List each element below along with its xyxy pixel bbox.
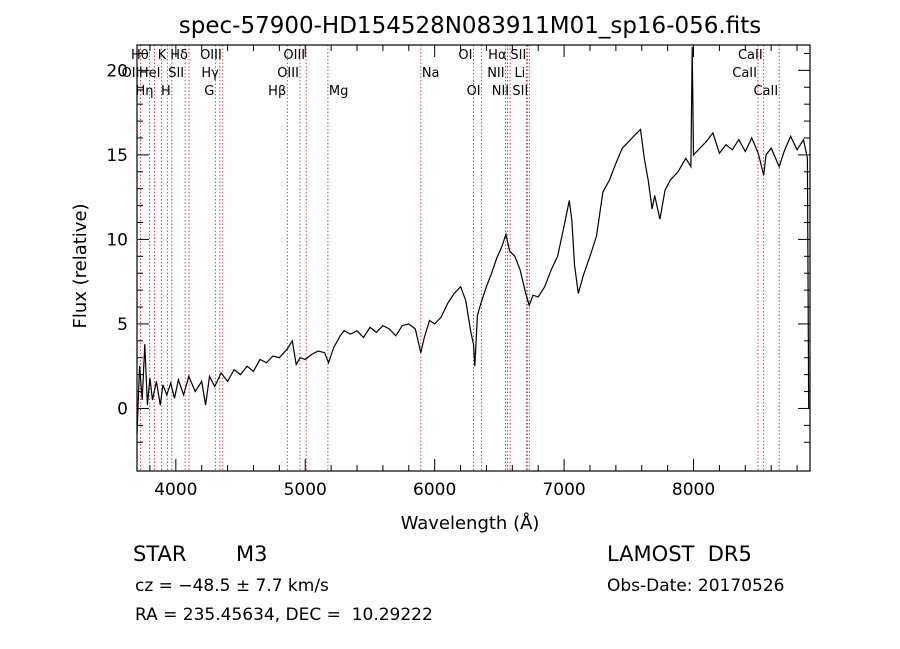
line-marker-label: Hη [135, 84, 153, 99]
redshift-line: cz = −48.5 ± 7.7 km/s [135, 576, 329, 596]
observation-date: Obs-Date: 20170526 [607, 576, 784, 596]
object-subclass: M3 [236, 542, 267, 566]
y-tick-label: 0 [117, 399, 128, 419]
x-tick-label: 4000 [154, 480, 197, 500]
line-marker-label: G [204, 84, 214, 99]
line-marker-label: SII [510, 48, 526, 63]
y-axis: 0 5 10 15 20 [106, 52, 810, 443]
line-marker-label: Mg [329, 84, 348, 99]
x-tick-label: 6000 [413, 480, 456, 500]
line-marker-label: Hδ [170, 48, 188, 63]
survey-name: LAMOST DR5 [607, 542, 752, 566]
info-panel: STAR M3 LAMOST DR5 cz = −48.5 ± 7.7 km/s… [133, 542, 784, 625]
line-markers [140, 45, 780, 471]
line-marker-label: OIII [277, 66, 299, 81]
line-marker-label: SII [512, 84, 528, 99]
line-marker-label: HeI [139, 66, 161, 81]
line-marker-label: SII [168, 66, 184, 81]
y-tick-label: 5 [117, 315, 128, 335]
line-marker-label: Hα [488, 48, 506, 63]
line-marker-label: OI [467, 84, 481, 99]
x-tick-label: 7000 [542, 480, 585, 500]
object-class: STAR [133, 542, 186, 566]
chart-title: spec-57900-HD154528N083911M01_sp16-056.f… [179, 13, 761, 39]
y-axis-label: Flux (relative) [70, 203, 91, 328]
y-tick-label: 10 [106, 230, 128, 250]
line-marker-label: CaII [753, 84, 778, 99]
plot-frame [136, 44, 811, 472]
line-marker-label: Hθ [131, 48, 149, 63]
line-marker-label: NII [492, 84, 509, 99]
spectrum-line [136, 46, 810, 434]
line-marker-label: Li [514, 66, 525, 81]
y-tick-label: 20 [106, 61, 128, 81]
line-marker-label: OIII [283, 48, 305, 63]
line-marker-label: H [161, 84, 171, 99]
x-axis-label: Wavelength (Å) [401, 512, 540, 534]
line-marker-label: CaII [738, 48, 763, 63]
x-tick-label: 5000 [284, 480, 327, 500]
coordinates: RA = 235.45634, DEC = 10.29222 [135, 605, 433, 625]
line-marker-label: OI [458, 48, 472, 63]
line-marker-label: CaII [732, 66, 757, 81]
line-marker-label: OII [122, 66, 140, 81]
line-marker-label: Na [422, 66, 440, 81]
line-marker-label: Hβ [268, 84, 286, 99]
line-marker-label: NII [487, 66, 504, 81]
x-axis: 4000 5000 6000 7000 8000 [149, 45, 798, 500]
line-marker-label: Hγ [201, 66, 219, 81]
x-tick-label: 8000 [672, 480, 715, 500]
line-marker-label: K [158, 48, 167, 63]
y-tick-label: 15 [106, 146, 128, 166]
line-marker-label: OIII [200, 48, 222, 63]
